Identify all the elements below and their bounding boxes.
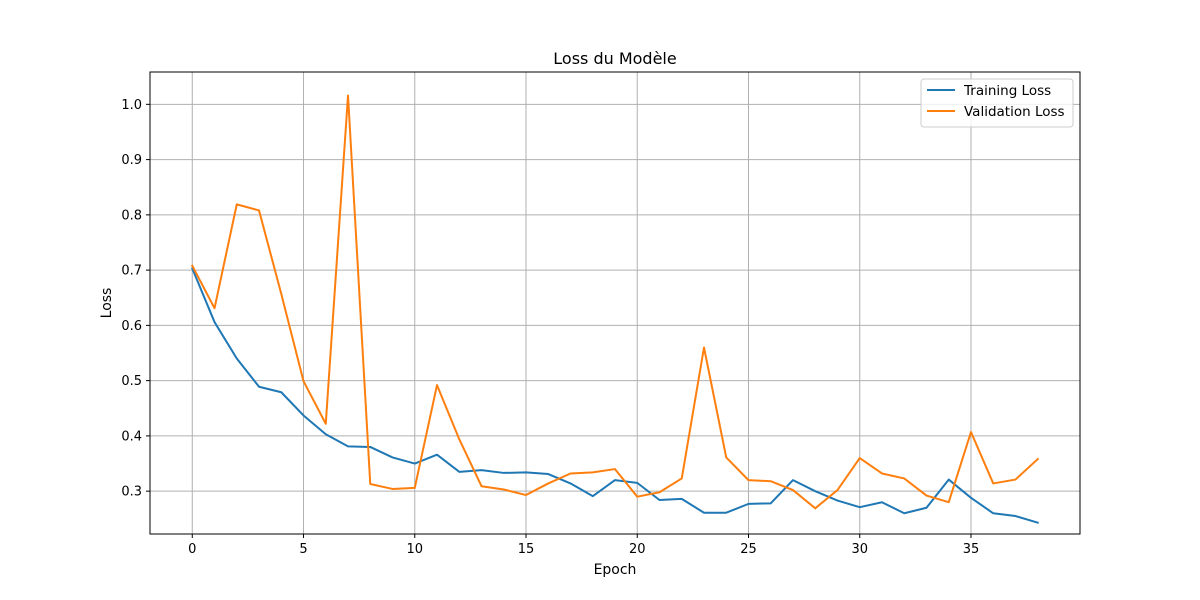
y-axis-title: Loss	[99, 288, 115, 319]
x-axis-title: Epoch	[594, 562, 637, 578]
y-tick-label: 0.4	[121, 429, 142, 444]
chart-title: Loss du Modèle	[553, 49, 676, 68]
series-line-training-loss	[190, 267, 1039, 524]
y-tick-label: 0.3	[121, 485, 142, 500]
legend-label-training-loss: Training Loss	[963, 83, 1051, 99]
grid	[150, 72, 1080, 534]
legend-label-validation-loss: Validation Loss	[964, 104, 1065, 120]
legend: Training Loss Validation Loss	[920, 78, 1074, 128]
y-tick-label: 0.8	[121, 208, 142, 223]
y-tick-label: 0.6	[121, 319, 142, 334]
x-tick-label: 5	[299, 542, 307, 557]
x-tick-label: 0	[188, 542, 196, 557]
legend-box	[920, 78, 1074, 128]
x-tick-label: 10	[406, 542, 423, 557]
y-tick-label: 0.5	[121, 374, 142, 389]
y-tick-label: 0.7	[121, 264, 142, 279]
y-tick-label: 1.0	[121, 98, 142, 113]
x-tick-label: 35	[963, 542, 980, 557]
x-tick-label: 30	[851, 542, 868, 557]
y-tick-label: 0.9	[121, 153, 142, 168]
x-tick-label: 25	[740, 542, 757, 557]
axis-ticks: 0 5 10 15 20 25 30 35 0.3 0.4 0.5 0.6 0.7 0.8 0.9 1.0	[121, 98, 979, 557]
x-tick-label: 15	[518, 542, 535, 557]
series-lines	[190, 94, 1040, 524]
x-tick-label: 20	[629, 542, 646, 557]
plot-frame	[149, 71, 1081, 535]
series-line-validation-loss	[190, 94, 1040, 510]
